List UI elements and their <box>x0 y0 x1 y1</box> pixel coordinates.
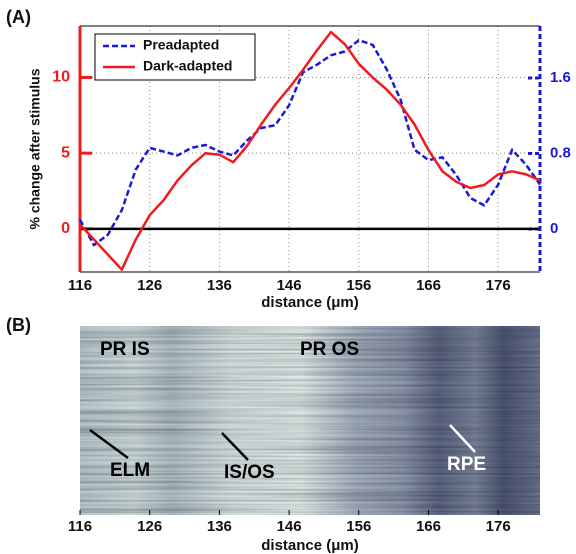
y-axis-label: % change after stimulus <box>27 68 43 229</box>
panel-a: (A) 116 126 136 146 156 166 176 0 5 10 0 0.8 1.6 Pread… <box>6 7 571 311</box>
y2-tick-label: 1.6 <box>550 69 571 86</box>
x-tick-label: 166 <box>416 518 441 535</box>
oct-image <box>80 326 540 515</box>
annotation-pointer <box>89 428 129 460</box>
x-tick-label: 126 <box>137 277 162 294</box>
x-tick-label: 176 <box>486 518 511 535</box>
y2-tick-label: 0 <box>550 220 558 237</box>
x-tick-label: 146 <box>277 277 302 294</box>
x-axis-label: distance (μm) <box>261 294 359 311</box>
y-tick-label: 0 <box>61 220 70 237</box>
annotation: RPE <box>447 454 486 475</box>
x-tick-label: 126 <box>137 518 162 535</box>
x-tick-label: 116 <box>68 277 92 294</box>
x-tick-label: 116 <box>68 518 92 535</box>
x-tick-label: 156 <box>346 518 371 535</box>
panel-label: (B) <box>6 315 31 335</box>
x-axis-label: distance (μm) <box>261 537 359 554</box>
series-line <box>79 30 541 271</box>
x-tick-label: 146 <box>277 518 302 535</box>
y-tick-label: 5 <box>61 144 70 161</box>
x-tick-label: 136 <box>207 277 232 294</box>
annotation-pointer <box>221 432 249 461</box>
x-tick-label: 156 <box>346 277 371 294</box>
series-line <box>78 38 542 247</box>
annotation: PR IS <box>100 339 150 360</box>
legend-label: Preadapted <box>143 37 219 53</box>
panel-label: (A) <box>6 7 31 27</box>
y2-tick-label: 0.8 <box>550 144 571 161</box>
annotation-pointer <box>449 424 476 453</box>
x-tick-label: 176 <box>486 277 511 294</box>
legend-label: Dark-adapted <box>143 58 232 74</box>
annotation: IS/OS <box>224 462 275 483</box>
annotation: PR OS <box>300 339 359 360</box>
legend-box <box>94 33 256 81</box>
x-tick-label: 136 <box>207 518 232 535</box>
annotation: ELM <box>110 460 150 481</box>
x-tick-label: 166 <box>416 277 441 294</box>
y-tick-label: 10 <box>52 69 70 86</box>
panel-b: (B) 116 126 136 146 156 166 176 distance (μm) PR … <box>6 315 540 554</box>
